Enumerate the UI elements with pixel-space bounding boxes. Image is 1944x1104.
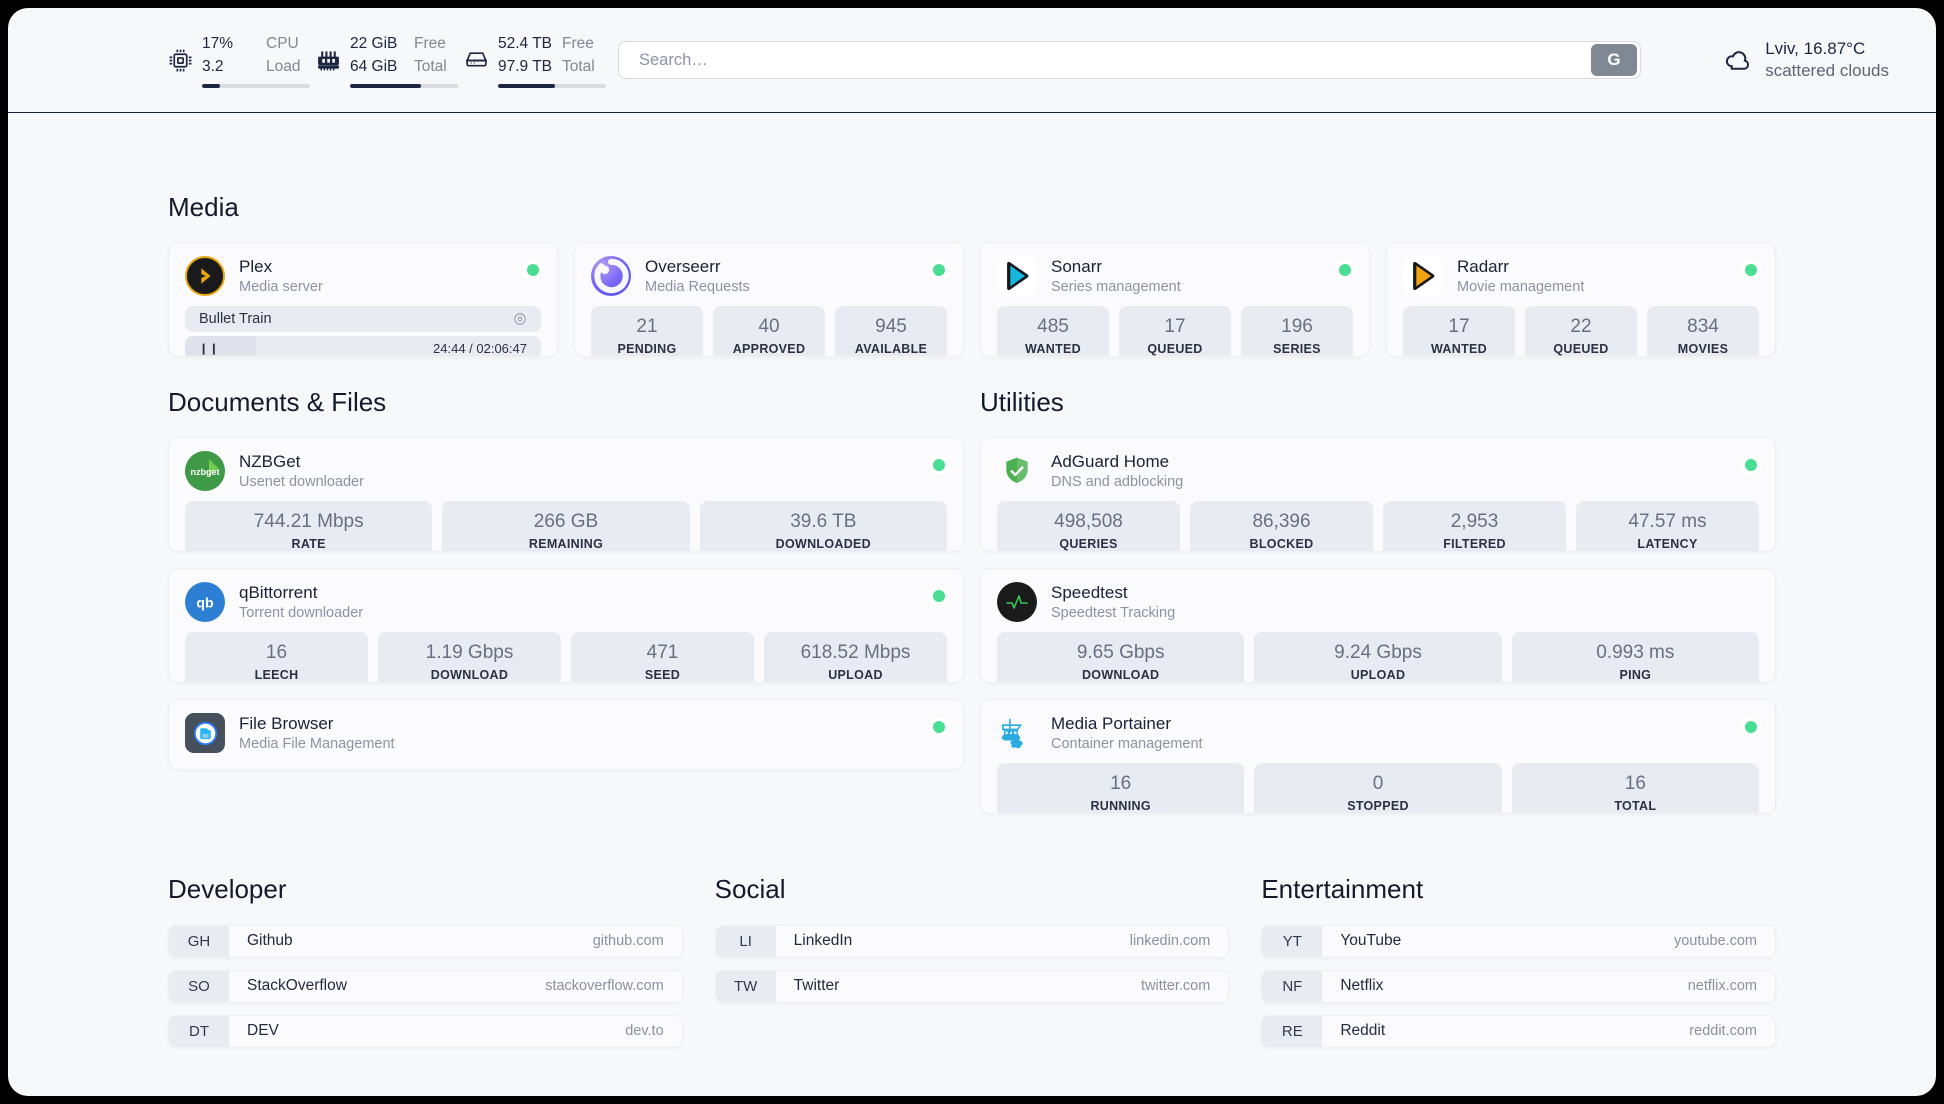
- svg-text:nzbget: nzbget: [191, 467, 220, 477]
- svg-text:qb: qb: [196, 595, 214, 611]
